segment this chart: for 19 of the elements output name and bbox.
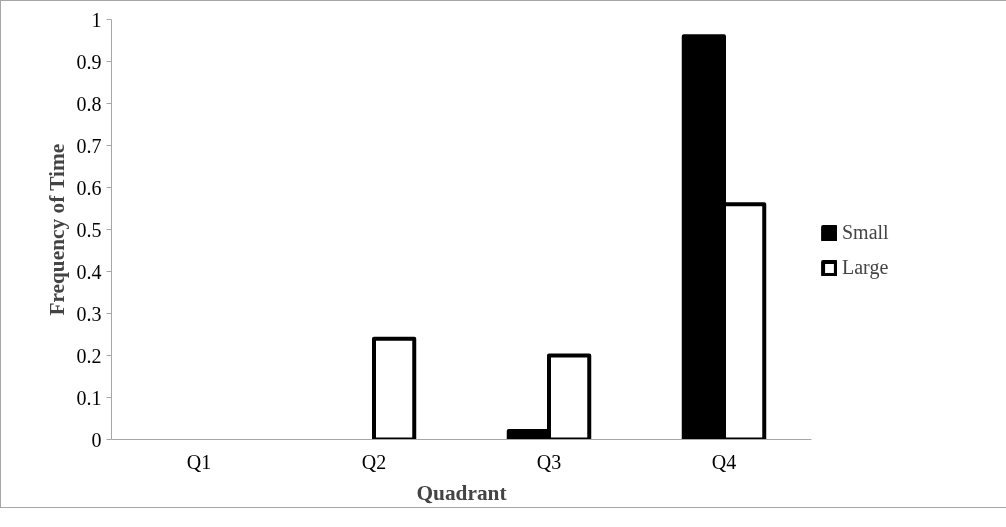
y-tick-label: 0.7 (76, 134, 102, 157)
y-tick-label: 0.3 (76, 302, 102, 325)
legend-label: Large (842, 256, 890, 279)
x-tick-label: Q3 (536, 450, 562, 473)
x-tick-label: Q2 (361, 450, 387, 473)
x-tick-label: Q4 (711, 450, 737, 473)
y-tick-label: 0.5 (76, 218, 102, 241)
y-tick-label: 0.6 (76, 176, 102, 199)
x-axis-title: Quadrant (416, 480, 508, 505)
x-tick-label: Q1 (186, 450, 212, 473)
y-tick-label: 0.2 (76, 344, 102, 367)
y-tick-label: 0.1 (76, 386, 102, 409)
y-tick-label: 0 (91, 428, 102, 451)
y-tick-label: 0.9 (76, 50, 102, 73)
legend-label: Small (842, 221, 890, 244)
y-tick-label: 0.8 (76, 92, 102, 115)
y-tick-label: 1 (91, 8, 102, 31)
y-axis-title: Frequency of Time (44, 143, 69, 316)
y-tick-label: 0.4 (76, 260, 102, 283)
